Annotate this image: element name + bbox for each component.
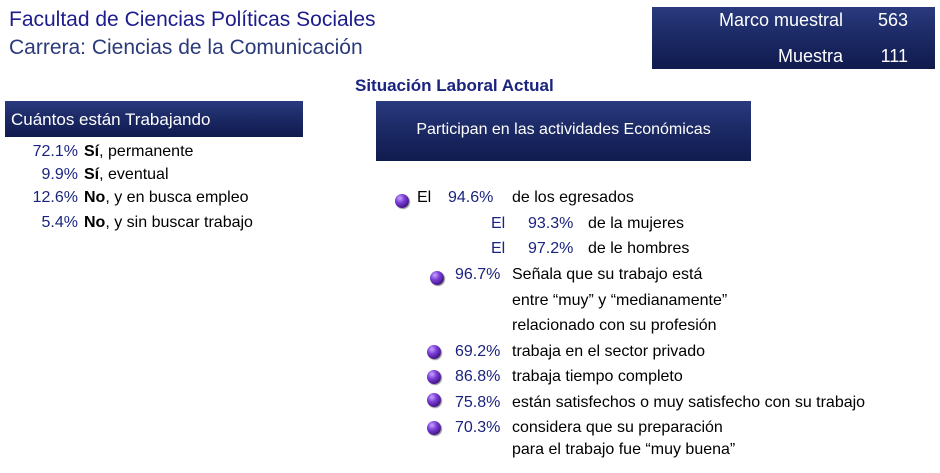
left-panel-heading: Cuántos están Trabajando [5, 101, 303, 137]
right-heading-text: Participan en las actividades Económicas [416, 121, 711, 138]
bullet-icon [427, 370, 441, 384]
main-text: de los egresados [512, 189, 634, 206]
item-bold: No [84, 189, 106, 206]
women-pct: 93.3% [528, 215, 574, 232]
related-line1: Señala que su trabajo está [512, 266, 703, 283]
bullet-icon [427, 421, 441, 435]
related-line2: entre “muy” y “medianamente” [512, 292, 728, 309]
main-pct: 94.6% [448, 189, 494, 206]
item-bold: Sí [84, 143, 100, 160]
bullet-icon [427, 345, 441, 359]
related-pct: 96.7% [455, 266, 501, 283]
item-bold: No [84, 214, 106, 231]
item-text: , y sin buscar trabajo [105, 214, 253, 231]
list-item: 12.6% No, y en busca empleo [0, 189, 249, 207]
men-text: de le hombres [588, 240, 690, 257]
bullet-icon [395, 194, 409, 208]
women-text: de la mujeres [588, 215, 685, 232]
item-pct: 72.1% [32, 143, 78, 160]
sample-label: Muestra [777, 46, 843, 66]
item-pct: 5.4% [41, 214, 78, 231]
private-text: trabaja en el sector privado [512, 343, 705, 360]
item-text: , eventual [99, 166, 169, 183]
prep-line1: considera que su preparación [512, 419, 723, 436]
satisfied-pct: 75.8% [455, 394, 501, 411]
frame-value: 563 [877, 10, 908, 30]
sample-info-box: Marco muestral 563 Muestra 111 [652, 7, 935, 69]
private-pct: 69.2% [455, 343, 501, 360]
item-text: , permanente [99, 143, 194, 160]
list-item: 5.4% No, y sin buscar trabajo [0, 214, 253, 232]
frame-label: Marco muestral [718, 10, 843, 30]
list-item: 72.1% Sí, permanente [0, 143, 194, 161]
prep-line2: para el trabajo fue “muy buena” [512, 441, 736, 458]
satisfied-text: están satisfechos o muy satisfecho con s… [512, 394, 866, 411]
fulltime-text: trabaja tiempo completo [512, 368, 683, 385]
related-line3: relacionado con su profesión [512, 317, 717, 334]
list-item: 9.9% Sí, eventual [0, 166, 169, 184]
item-bold: Sí [84, 166, 100, 183]
main-prefix: El [417, 189, 432, 206]
item-pct: 9.9% [41, 166, 78, 183]
women-prefix: El [491, 215, 506, 232]
left-heading-text: Cuántos están Trabajando [11, 110, 211, 129]
section-title: Situación Laboral Actual [355, 76, 554, 95]
item-text: , y en busca empleo [105, 189, 249, 206]
men-pct: 97.2% [528, 240, 574, 257]
bullet-icon [427, 393, 441, 407]
item-pct: 12.6% [32, 189, 78, 206]
fulltime-pct: 86.8% [455, 368, 501, 385]
bullet-icon [430, 271, 444, 285]
sample-value: 111 [880, 46, 908, 66]
right-panel-heading: Participan en las actividades Económicas [376, 101, 751, 161]
prep-pct: 70.3% [455, 419, 501, 436]
faculty-title: Facultad de Ciencias Políticas Sociales [9, 8, 376, 31]
career-subtitle: Carrera: Ciencias de la Comunicación [9, 36, 363, 59]
men-prefix: El [491, 240, 506, 257]
